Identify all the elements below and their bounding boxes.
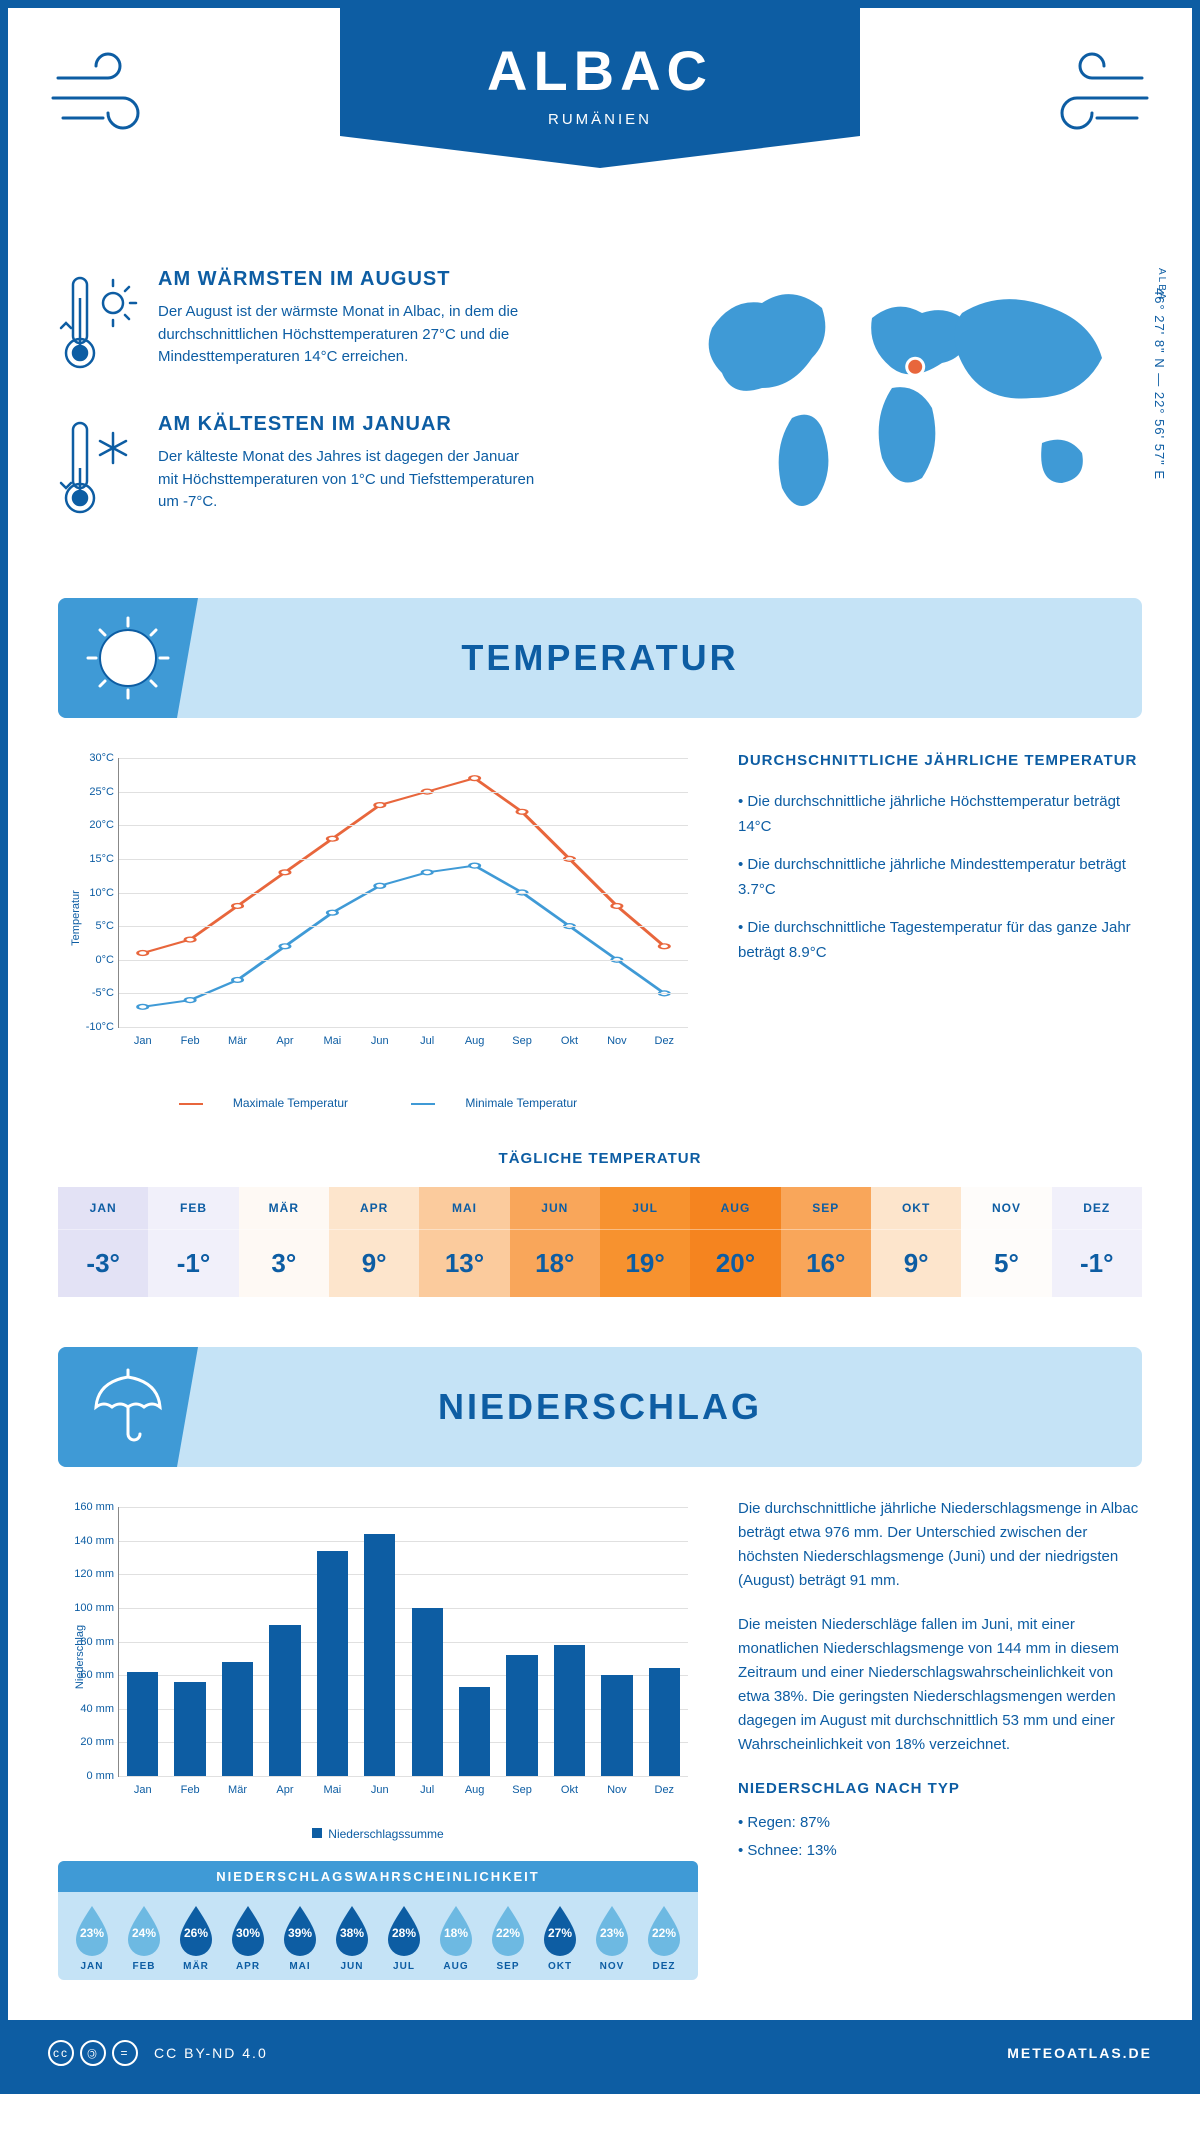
- cc-icon: cc: [48, 2040, 74, 2066]
- bar-legend: Niederschlagssumme: [58, 1827, 698, 1841]
- bar: [506, 1655, 537, 1776]
- drop: 39%MAI: [274, 1904, 326, 1972]
- license-block: cc 🄯 = CC BY-ND 4.0: [48, 2040, 268, 2066]
- thermometer-snow-icon: [58, 413, 138, 528]
- temp-bullet: • Die durchschnittliche jährliche Höchst…: [738, 789, 1142, 840]
- drop: 23%JAN: [66, 1904, 118, 1972]
- precip-p2: Die meisten Niederschläge fallen im Juni…: [738, 1613, 1142, 1757]
- legend-max: Maximale Temperatur: [233, 1096, 348, 1110]
- month-cell: FEB-1°: [148, 1187, 238, 1297]
- bar: [554, 1645, 585, 1776]
- world-map: ALBA 46° 27' 8" N — 22° 56' 57" E: [682, 268, 1142, 558]
- month-cell: JUL19°: [600, 1187, 690, 1297]
- precipitation-info: Die durchschnittliche jährliche Niedersc…: [738, 1497, 1142, 1980]
- bar: [412, 1608, 443, 1776]
- month-cell: MÄR3°: [239, 1187, 329, 1297]
- nd-icon: =: [112, 2040, 138, 2066]
- month-cell: JAN-3°: [58, 1187, 148, 1297]
- prob-title: NIEDERSCHLAGSWAHRSCHEINLICHKEIT: [58, 1861, 698, 1892]
- drop: 23%NOV: [586, 1904, 638, 1972]
- bar: [601, 1675, 632, 1776]
- coldest-block: AM KÄLTESTEN IM JANUAR Der kälteste Mona…: [58, 413, 642, 528]
- header: ALBAC RUMÄNIEN: [8, 8, 1192, 228]
- sun-icon: [58, 598, 198, 718]
- coldest-text: Der kälteste Monat des Jahres ist dagege…: [158, 446, 538, 514]
- temperature-title: TEMPERATUR: [461, 637, 738, 679]
- month-cell: NOV5°: [961, 1187, 1051, 1297]
- temp-info-title: DURCHSCHNITTLICHE JÄHRLICHE TEMPERATUR: [738, 748, 1142, 774]
- bar: [127, 1672, 158, 1776]
- month-cell: SEP16°: [781, 1187, 871, 1297]
- bar: [222, 1662, 253, 1776]
- temperature-line-chart: Temperatur -10°C-5°C0°C5°C10°C15°C20°C25…: [58, 748, 698, 1110]
- month-cell: MAI13°: [419, 1187, 509, 1297]
- month-cell: JUN18°: [510, 1187, 600, 1297]
- precip-p1: Die durchschnittliche jährliche Niedersc…: [738, 1497, 1142, 1593]
- legend-min: Minimale Temperatur: [465, 1096, 577, 1110]
- temp-legend: Maximale Temperatur Minimale Temperatur: [58, 1096, 698, 1110]
- bar: [174, 1682, 205, 1776]
- drop: 28%JUL: [378, 1904, 430, 1972]
- bar: [649, 1668, 680, 1776]
- temp-bullet: • Die durchschnittliche Tagestemperatur …: [738, 915, 1142, 966]
- precip-type: • Regen: 87%: [738, 1811, 1142, 1835]
- warmest-title: AM WÄRMSTEN IM AUGUST: [158, 268, 538, 291]
- month-cell: APR9°: [329, 1187, 419, 1297]
- drop: 30%APR: [222, 1904, 274, 1972]
- thermometer-sun-icon: [58, 268, 138, 383]
- country-name: RUMÄNIEN: [360, 111, 840, 128]
- wind-icon: [1032, 48, 1152, 143]
- precipitation-section-header: NIEDERSCHLAG: [58, 1347, 1142, 1467]
- drop: 24%FEB: [118, 1904, 170, 1972]
- site-name: METEOATLAS.DE: [1007, 2045, 1152, 2061]
- page-frame: ALBAC RUMÄNIEN AM WÄRMSTEN IM AUGUST Der…: [0, 0, 1200, 2094]
- month-cell: DEZ-1°: [1052, 1187, 1142, 1297]
- bar: [364, 1534, 395, 1776]
- month-cell: AUG20°: [690, 1187, 780, 1297]
- by-icon: 🄯: [80, 2040, 106, 2066]
- daily-temp-grid: JAN-3°FEB-1°MÄR3°APR9°MAI13°JUN18°JUL19°…: [58, 1187, 1142, 1297]
- title-banner: ALBAC RUMÄNIEN: [340, 8, 860, 168]
- warmest-block: AM WÄRMSTEN IM AUGUST Der August ist der…: [58, 268, 642, 383]
- temperature-section-header: TEMPERATUR: [58, 598, 1142, 718]
- license-text: CC BY-ND 4.0: [154, 2045, 268, 2061]
- footer: cc 🄯 = CC BY-ND 4.0 METEOATLAS.DE: [8, 2020, 1192, 2086]
- drop: 27%OKT: [534, 1904, 586, 1972]
- drop: 18%AUG: [430, 1904, 482, 1972]
- drop: 22%DEZ: [638, 1904, 690, 1972]
- coldest-title: AM KÄLTESTEN IM JANUAR: [158, 413, 538, 436]
- coordinates: 46° 27' 8" N — 22° 56' 57" E: [1152, 288, 1167, 480]
- intro-row: AM WÄRMSTEN IM AUGUST Der August ist der…: [58, 268, 1142, 558]
- bar: [269, 1625, 300, 1776]
- bar: [317, 1551, 348, 1776]
- drop: 38%JUN: [326, 1904, 378, 1972]
- precipitation-title: NIEDERSCHLAG: [438, 1386, 762, 1428]
- temp-bullet: • Die durchschnittliche jährliche Mindes…: [738, 852, 1142, 903]
- drop: 26%MÄR: [170, 1904, 222, 1972]
- temperature-info: DURCHSCHNITTLICHE JÄHRLICHE TEMPERATUR •…: [738, 748, 1142, 1110]
- umbrella-icon: [58, 1347, 198, 1467]
- precip-type: • Schnee: 13%: [738, 1839, 1142, 1863]
- temp-y-label: Temperatur: [70, 890, 82, 946]
- precipitation-bar-chart: Niederschlag 0 mm20 mm40 mm60 mm80 mm100…: [58, 1497, 698, 1817]
- warmest-text: Der August ist der wärmste Monat in Alba…: [158, 301, 538, 369]
- bar: [459, 1687, 490, 1776]
- drop: 22%SEP: [482, 1904, 534, 1972]
- precipitation-probability: NIEDERSCHLAGSWAHRSCHEINLICHKEIT 23%JAN24…: [58, 1861, 698, 1980]
- daily-temp-title: TÄGLICHE TEMPERATUR: [58, 1150, 1142, 1167]
- wind-icon: [48, 48, 168, 143]
- precip-type-title: NIEDERSCHLAG NACH TYP: [738, 1777, 1142, 1801]
- month-cell: OKT9°: [871, 1187, 961, 1297]
- city-name: ALBAC: [360, 38, 840, 103]
